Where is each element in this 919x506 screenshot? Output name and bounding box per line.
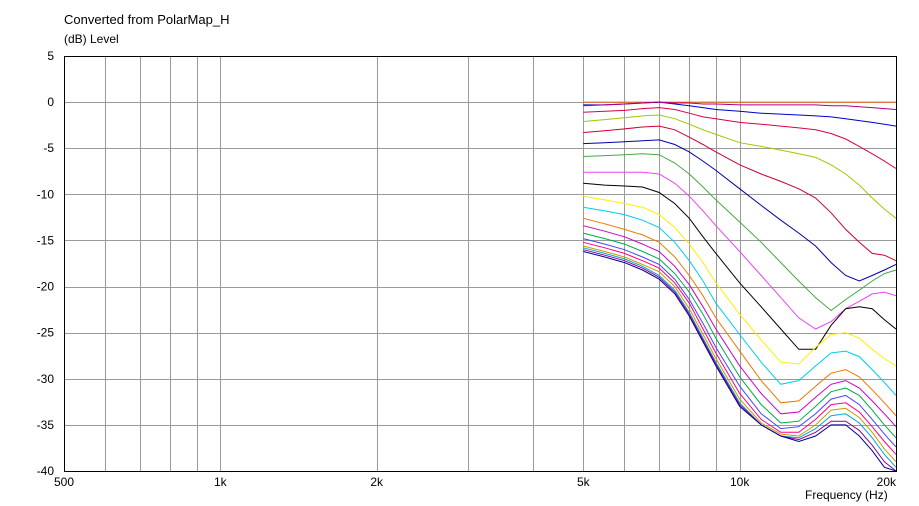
y-tick-label: -35 xyxy=(37,418,55,432)
series-layer xyxy=(583,101,897,472)
x-tick-label: 500 xyxy=(54,475,74,489)
series-line xyxy=(583,232,897,439)
series-line xyxy=(583,245,897,463)
series-line xyxy=(583,101,897,110)
series-line xyxy=(583,206,897,396)
series-line xyxy=(583,195,897,367)
y-axis-label: (dB) Level xyxy=(64,32,119,46)
series-line xyxy=(583,139,897,282)
x-tick-labels: 500 1k 2k 5k 10k 20k xyxy=(54,475,897,489)
y-tick-label: -25 xyxy=(37,326,55,340)
series-line xyxy=(583,107,897,169)
y-tick-label: 5 xyxy=(47,49,54,63)
x-axis-label: Frequency (Hz) xyxy=(805,488,888,502)
series-line xyxy=(583,247,897,468)
x-tick-label: 2k xyxy=(370,475,384,489)
y-tick-labels: 5 0 -5 -10 -15 -20 -25 -30 -35 -40 xyxy=(37,49,55,478)
series-line xyxy=(583,171,897,330)
series-line xyxy=(583,182,897,350)
series-line xyxy=(583,153,897,312)
y-tick-label: -5 xyxy=(43,141,54,155)
x-tick-label: 1k xyxy=(214,475,228,489)
y-tick-label: -15 xyxy=(37,233,55,247)
x-tick-label: 5k xyxy=(577,475,591,489)
series-line xyxy=(583,225,897,428)
series-line xyxy=(583,125,897,262)
plot-frame xyxy=(64,56,897,472)
series-line xyxy=(583,238,897,448)
chart-title: Converted from PolarMap_H xyxy=(64,12,230,27)
y-tick-label: -20 xyxy=(37,280,55,294)
series-line xyxy=(583,251,897,472)
y-tick-label: -30 xyxy=(37,372,55,386)
series-line xyxy=(583,114,897,219)
x-tick-label: 10k xyxy=(730,475,750,489)
y-tick-label: 0 xyxy=(47,95,54,109)
x-tick-label: 20k xyxy=(877,475,897,489)
plot-area xyxy=(64,56,896,471)
y-tick-label: -40 xyxy=(37,464,55,478)
series-line xyxy=(583,249,897,472)
series-line xyxy=(583,241,897,455)
series-line xyxy=(583,217,897,417)
y-tick-label: -10 xyxy=(37,187,55,201)
